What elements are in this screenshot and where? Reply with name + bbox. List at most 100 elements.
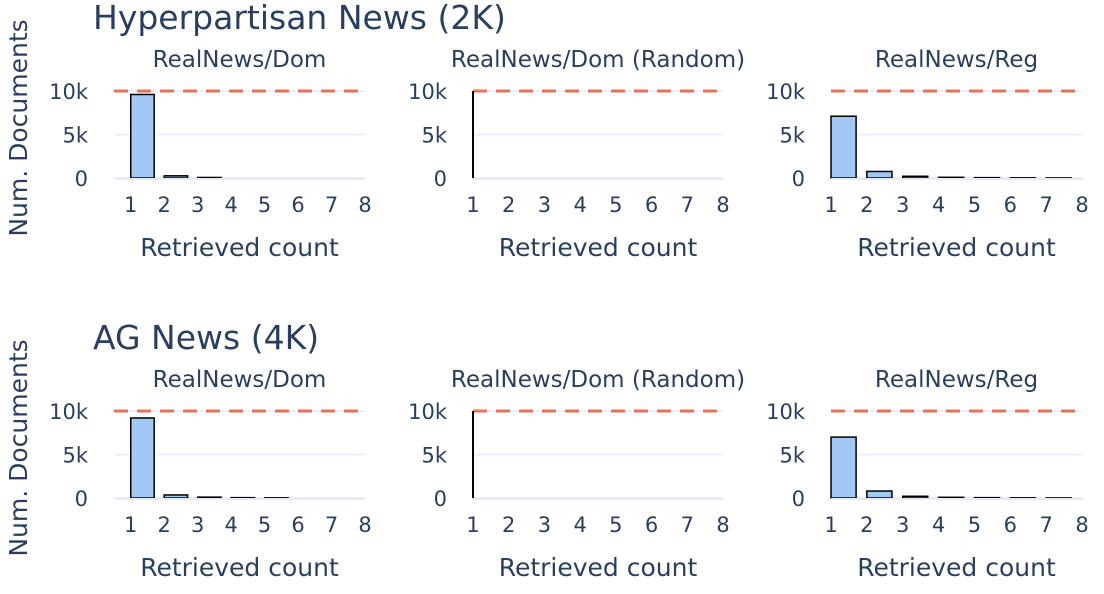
y-tick-label: 0 [434,167,447,191]
subplot-title: RealNews/Dom (Random) [451,47,745,73]
x-tick-label: 4 [573,513,586,537]
x-tick-label: 6 [291,513,304,537]
bar [129,417,155,499]
x-tick-label: 4 [573,193,586,217]
subplot-title: RealNews/Dom [153,367,327,393]
y-tick-label: 0 [75,167,88,191]
x-tick-label: 6 [1004,193,1017,217]
y-tick-label: 5k [62,444,88,468]
y-axis-label-row-2: Num. Documents [4,339,33,556]
y-tick-label: 0 [75,487,88,511]
x-tick-label: 2 [502,513,515,537]
x-axis-label: Retrieved count [140,233,339,262]
section-title-1: Hyperpartisan News (2K) [93,0,506,37]
x-tick-label: 8 [1075,513,1088,537]
x-tick-label: 1 [466,513,479,537]
y-tick-label: 10k [408,400,448,424]
x-tick-label: 7 [681,513,694,537]
x-tick-label: 2 [158,193,171,217]
x-tick-label: 2 [860,193,873,217]
y-tick-label: 10k [766,80,806,104]
x-tick-label: 8 [358,193,371,217]
x-axis-label: Retrieved count [140,553,339,582]
x-axis-label: Retrieved count [857,553,1056,582]
x-tick-label: 3 [191,193,204,217]
x-tick-label: 8 [1075,193,1088,217]
x-axis-label: Retrieved count [499,233,698,262]
x-tick-label: 7 [325,193,338,217]
y-tick-label: 0 [792,167,805,191]
bar [937,176,965,179]
x-tick-label: 1 [824,193,837,217]
x-tick-label: 4 [224,513,237,537]
x-axis-label: Retrieved count [857,233,1056,262]
y-tick-label: 5k [779,444,805,468]
x-tick-label: 8 [358,513,371,537]
subplot-6: RealNews/Reg 0 5k 10k 1 2 3 4 5 6 7 8 Retrieved coun… [766,367,1089,582]
x-tick-label: 5 [258,193,271,217]
bar [866,170,893,179]
x-tick-label: 7 [325,513,338,537]
subplot-4: RealNews/Dom 0 5k 10k 1 2 3 4 5 6 7 8 Retrieved coun… [49,367,372,582]
x-tick-label: 3 [538,513,551,537]
x-tick-label: 6 [645,193,658,217]
subplot-title: RealNews/Dom [153,47,327,73]
bar [129,93,155,179]
y-tick-label: 0 [792,487,805,511]
bar [163,175,189,179]
x-tick-label: 6 [645,513,658,537]
x-tick-label: 2 [860,513,873,537]
bar [830,115,857,179]
x-tick-label: 2 [502,193,515,217]
x-tick-label: 3 [896,193,909,217]
subplot-5: RealNews/Dom (Random) 0 5k 10k 1 2 3 4 5 6 7 8 Retri… [408,367,745,582]
bar [901,175,929,179]
x-tick-label: 1 [824,513,837,537]
bar [830,436,857,499]
y-axis-label-row-1: Num. Documents [4,19,33,236]
section-title-2: AG News (4K) [93,318,319,357]
x-tick-label: 4 [224,193,237,217]
y-tick-label: 5k [421,124,447,148]
subplot-1: RealNews/Dom 0 5k 10k 1 2 3 4 5 6 7 8 Retrieved coun… [49,47,372,262]
x-tick-label: 4 [932,193,945,217]
x-tick-label: 7 [681,193,694,217]
x-tick-label: 6 [1004,513,1017,537]
bar [196,496,222,499]
x-tick-label: 1 [466,193,479,217]
bar [163,494,189,499]
x-tick-label: 5 [609,193,622,217]
x-axis-label: Retrieved count [499,553,698,582]
x-tick-label: 5 [258,513,271,537]
y-tick-label: 10k [766,400,806,424]
x-tick-label: 7 [1039,193,1052,217]
x-tick-label: 5 [968,513,981,537]
y-tick-label: 10k [49,400,89,424]
bar [901,495,929,499]
x-tick-label: 8 [716,193,729,217]
subplot-title: RealNews/Reg [875,367,1038,393]
x-tick-label: 7 [1039,513,1052,537]
x-tick-label: 5 [609,513,622,537]
y-tick-label: 10k [408,80,448,104]
x-tick-label: 3 [538,193,551,217]
subplot-title: RealNews/Reg [875,47,1038,73]
x-tick-label: 1 [124,513,137,537]
subplot-3: RealNews/Reg 0 5k 10k 1 2 3 4 5 6 7 8 Retrieved coun… [766,47,1089,262]
x-tick-label: 8 [716,513,729,537]
y-tick-label: 10k [49,80,89,104]
x-tick-label: 1 [124,193,137,217]
subplot-title: RealNews/Dom (Random) [451,367,745,393]
x-tick-label: 3 [191,513,204,537]
x-tick-label: 6 [291,193,304,217]
x-tick-label: 4 [932,513,945,537]
subplot-2: RealNews/Dom (Random) 0 5k 10k 1 2 3 4 5 6 7 8 Retri… [408,47,745,262]
bar [866,490,893,499]
y-tick-label: 0 [434,487,447,511]
x-tick-label: 5 [968,193,981,217]
y-tick-label: 5k [779,124,805,148]
bar [937,496,965,499]
y-tick-label: 5k [62,124,88,148]
